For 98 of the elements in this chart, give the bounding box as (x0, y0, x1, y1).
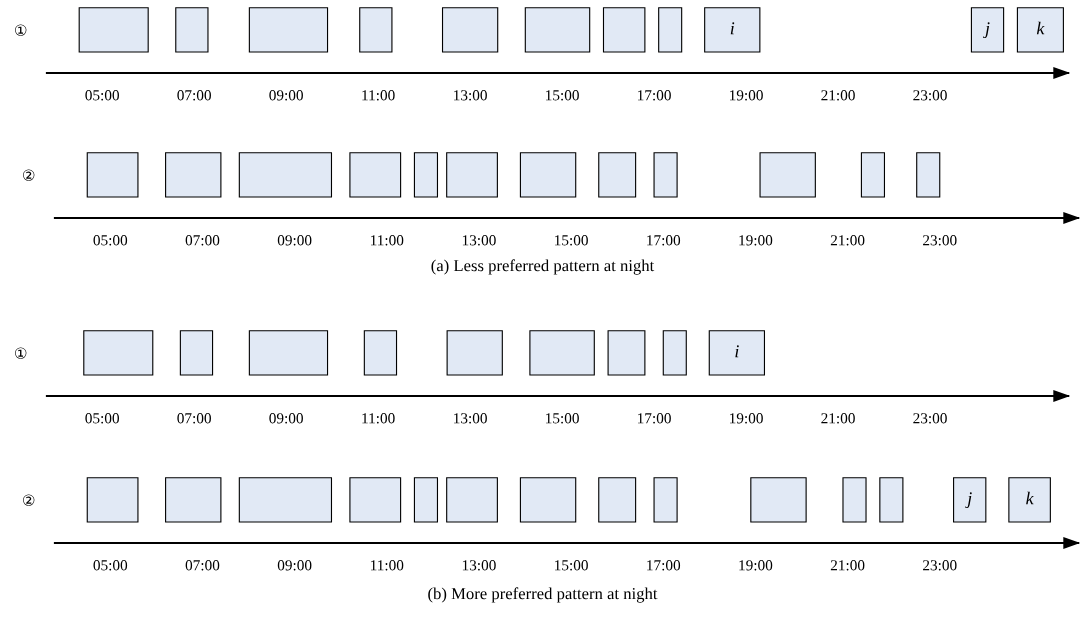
bar (446, 477, 498, 523)
x-tick-label: 09:00 (269, 90, 303, 101)
bar (349, 477, 402, 523)
bar (248, 330, 329, 376)
x-tick-label: 23:00 (923, 560, 957, 571)
y-tick-label: ① (14, 24, 27, 36)
bar (529, 330, 595, 376)
bar (78, 7, 149, 53)
bar (704, 7, 761, 53)
bar (598, 152, 637, 198)
bar (658, 7, 683, 53)
bar (879, 477, 904, 523)
x-tick-label: 05:00 (85, 90, 120, 101)
y-tick-label: ① (14, 347, 27, 359)
bar (413, 477, 439, 523)
x-tick-label: 07:00 (185, 560, 220, 571)
x-tick-label: 09:00 (269, 413, 303, 424)
bar (519, 152, 577, 198)
data-label: j (983, 22, 990, 39)
x-tick-label: 07:00 (177, 90, 211, 101)
x-tick-label: 21:00 (821, 413, 855, 424)
y-tick-label: ② (22, 494, 35, 506)
text: (b) More preferred pattern at night (428, 587, 658, 603)
bar (602, 7, 646, 53)
bar (165, 477, 222, 523)
x-tick-label: 19:00 (739, 235, 773, 246)
x-tick-label: 15:00 (546, 90, 579, 101)
bar (1008, 477, 1051, 523)
bar (441, 7, 499, 53)
x-tick-label: 13:00 (454, 413, 487, 424)
x-tick-label: 13:00 (462, 235, 496, 246)
bar (83, 330, 154, 376)
x-tick-label: 21:00 (830, 235, 865, 246)
x-tick-label: 19:00 (730, 413, 763, 424)
x-tick-label: 17:00 (647, 235, 681, 246)
bar (238, 477, 333, 523)
bar (363, 330, 398, 376)
bar (653, 152, 678, 198)
x-tick-label: 23:00 (913, 90, 947, 101)
x-tick-label: 17:00 (638, 413, 671, 424)
bar (750, 477, 807, 523)
bar (524, 7, 591, 53)
bar (238, 152, 333, 198)
x-tick-label: 05:00 (85, 413, 120, 424)
x-tick-label: 15:00 (555, 560, 588, 571)
x-tick-label: 05:00 (93, 560, 128, 571)
x-tick-label: 11:00 (362, 90, 395, 101)
bar (653, 477, 678, 523)
x-tick-label: 17:00 (647, 560, 681, 571)
x-tick-label: 23:00 (913, 413, 947, 424)
data-label: k (1026, 491, 1034, 505)
x-tick-label: 21:00 (821, 90, 855, 101)
x-tick-label: 17:00 (638, 90, 671, 101)
x-tick-label: 19:00 (739, 560, 773, 571)
bar (349, 152, 402, 198)
x-tick-label: 11:00 (362, 413, 395, 424)
x-tick-label: 19:00 (730, 90, 763, 101)
x-tick-label: 11:00 (371, 560, 404, 571)
bar (165, 152, 222, 198)
x-tick-label: 05:00 (93, 235, 128, 246)
bar (446, 330, 503, 376)
x-tick-label: 23:00 (923, 235, 957, 246)
y-tick-label: ② (22, 169, 35, 181)
bar (413, 152, 439, 198)
x-tick-label: 21:00 (830, 560, 865, 571)
bar (359, 7, 393, 53)
x-tick-label: 07:00 (185, 235, 220, 246)
bar (86, 152, 139, 198)
bar (860, 152, 886, 198)
bar (916, 152, 941, 198)
x-tick-label: 15:00 (546, 413, 579, 424)
bar (446, 152, 498, 198)
bar (662, 330, 687, 376)
x-tick-label: 11:00 (371, 235, 404, 246)
bar (519, 477, 577, 523)
bar (179, 330, 214, 376)
bar (607, 330, 646, 376)
bar (970, 7, 1005, 53)
data-label: i (730, 22, 735, 35)
bar (86, 477, 139, 523)
x-tick-label: 15:00 (555, 235, 588, 246)
bar (759, 152, 816, 198)
x-tick-label: 13:00 (454, 90, 487, 101)
text: (a) Less preferred pattern at night (431, 259, 655, 275)
data-label: j (965, 492, 972, 509)
bar (175, 7, 209, 53)
data-label: i (735, 345, 739, 358)
bar (248, 7, 329, 53)
bar (842, 477, 867, 523)
x-tick-label: 13:00 (462, 560, 496, 571)
x-tick-label: 09:00 (277, 235, 312, 246)
bar (708, 330, 766, 376)
bar (598, 477, 637, 523)
x-tick-label: 07:00 (177, 413, 211, 424)
data-label: k (1036, 21, 1045, 35)
x-tick-label: 09:00 (277, 560, 312, 571)
bar (953, 477, 987, 523)
bar (1016, 7, 1064, 53)
